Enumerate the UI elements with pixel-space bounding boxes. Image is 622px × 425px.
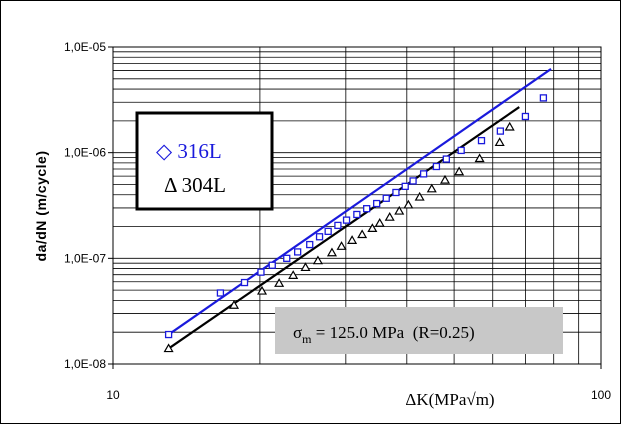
data-point-316L	[283, 254, 291, 262]
data-point-316L	[334, 221, 342, 230]
data-point-316L	[268, 261, 276, 269]
data-point-316L	[164, 330, 173, 339]
data-point-304L	[414, 191, 425, 201]
data-point-316L	[257, 268, 265, 276]
data-point-316L	[306, 240, 314, 249]
data-point-316L	[457, 146, 465, 155]
data-point-304L	[347, 235, 358, 244]
data-point-304L	[336, 241, 347, 250]
data-point-304L	[312, 255, 323, 265]
data-point-304L	[504, 121, 515, 131]
data-point-316L	[409, 177, 417, 185]
data-point-316L	[324, 227, 332, 236]
data-point-304L	[494, 137, 505, 147]
data-point-316L	[373, 199, 381, 208]
annotation-box	[275, 307, 563, 354]
data-point-304L	[384, 212, 395, 221]
data-point-316L	[442, 155, 450, 163]
data-point-316L	[382, 194, 390, 202]
data-point-304L	[228, 300, 240, 309]
y-tick-label: 1,0E-08	[64, 357, 106, 371]
data-point-316L	[315, 233, 324, 241]
y-tick-label: 1,0E-05	[64, 40, 106, 54]
data-point-304L	[454, 166, 465, 176]
data-point-316L	[294, 248, 302, 256]
data-point-304L	[394, 205, 405, 215]
data-point-316L	[521, 112, 530, 121]
data-point-304L	[426, 183, 437, 193]
data-point-304L	[163, 343, 174, 353]
legend: ◇ 316L Δ 304L	[135, 111, 274, 211]
data-point-304L	[374, 217, 385, 227]
data-point-316L	[401, 182, 409, 190]
data-point-316L	[539, 94, 548, 102]
annotation-text: σm = 125.0 MPa (R=0.25)	[293, 323, 475, 346]
data-point-316L	[496, 127, 505, 135]
data-markers	[163, 94, 548, 353]
data-point-304L	[256, 285, 268, 295]
axis-ticks: 1,0E-08 1,0E-07 1,0E-06 1,0E-05 10 100	[64, 40, 611, 402]
data-point-304L	[357, 229, 368, 239]
data-point-316L	[216, 289, 225, 297]
data-point-304L	[474, 153, 485, 163]
data-point-304L	[288, 270, 299, 279]
x-tick-label: 10	[106, 388, 120, 402]
data-point-316L	[363, 205, 371, 213]
stress-annotation: σm = 125.0 MPa (R=0.25)	[275, 307, 563, 354]
y-tick-label: 1,0E-07	[64, 251, 106, 265]
data-point-316L	[432, 162, 441, 171]
legend-box	[135, 111, 274, 211]
data-point-316L	[240, 278, 249, 287]
data-point-304L	[439, 174, 451, 184]
legend-entry-316L: ◇ 316L	[156, 139, 222, 163]
fit-line-316L	[167, 68, 552, 336]
data-point-316L	[419, 170, 428, 178]
plot-area-border	[112, 46, 602, 365]
x-axis-label: ΔK(MPa√m)	[405, 390, 494, 409]
data-point-304L	[274, 278, 285, 287]
data-point-304L	[403, 199, 414, 209]
x-tick-label: 100	[591, 388, 611, 402]
data-point-316L	[392, 188, 400, 197]
data-point-316L	[342, 216, 351, 224]
y-tick-label: 1,0E-06	[64, 146, 106, 160]
data-point-316L	[353, 210, 361, 219]
data-point-304L	[300, 262, 311, 272]
y-axis-label: da/dN (m/cycle)	[33, 151, 49, 262]
legend-entry-304L: Δ 304L	[164, 173, 226, 197]
data-point-304L	[367, 223, 378, 232]
data-point-304L	[326, 247, 338, 257]
data-point-316L	[477, 136, 486, 145]
